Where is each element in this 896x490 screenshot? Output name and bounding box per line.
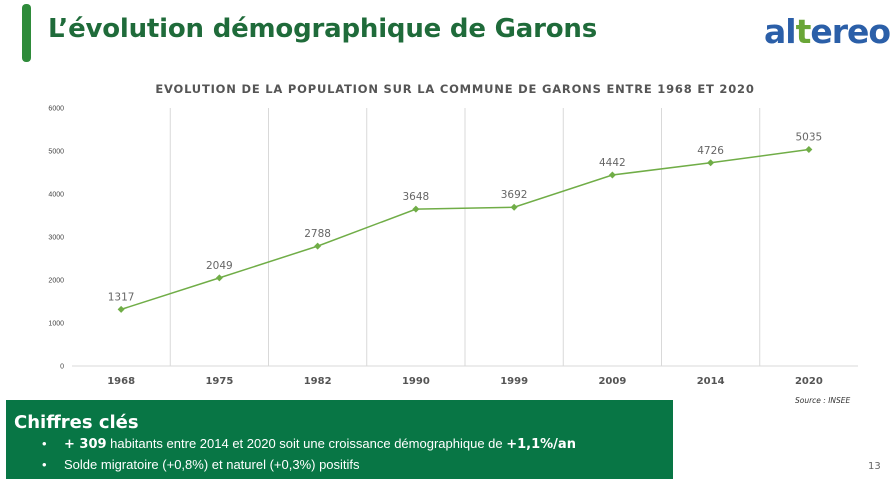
key-figure-text: habitants entre 2014 et 2020 soit une cr… [106, 436, 507, 451]
data-point [314, 242, 322, 250]
y-tick-label: 4000 [48, 192, 64, 199]
y-tick-label: 1000 [48, 321, 64, 328]
key-figure-item: Solde migratoire (+0,8%) et naturel (+0,… [42, 457, 576, 473]
data-point [805, 145, 813, 153]
chart-source: Source : INSEE [795, 396, 851, 405]
data-point [707, 159, 715, 167]
data-point [608, 171, 616, 179]
data-label: 3692 [501, 189, 528, 201]
data-label: 2049 [206, 260, 233, 272]
data-label: 3648 [403, 191, 430, 203]
chart-grid [72, 108, 858, 367]
logo-text-part2: ereo [810, 12, 891, 51]
key-figures-title: Chiffres clés [14, 412, 139, 433]
x-tick-label: 1990 [402, 376, 430, 387]
y-tick-label: 2000 [48, 278, 64, 285]
data-label: 2788 [304, 228, 331, 240]
key-figure-item: + 309 habitants entre 2014 et 2020 soit … [42, 436, 576, 453]
page-title: L’évolution démographique de Garons [48, 14, 597, 44]
key-figure-strong: +1,1%/an [506, 437, 576, 452]
data-label: 1317 [108, 291, 135, 303]
y-tick-label: 5000 [48, 149, 64, 156]
logo-text-part1: al [764, 12, 797, 51]
x-tick-label: 2014 [697, 376, 725, 387]
series-line [120, 148, 809, 311]
x-tick-label: 2020 [795, 376, 823, 387]
title-accent-bar [22, 4, 31, 62]
page-number: 13 [868, 461, 881, 472]
data-point [510, 203, 518, 211]
key-figure-text: Solde migratoire (+0,8%) et naturel (+0,… [64, 457, 360, 472]
data-point [412, 205, 420, 213]
x-tick-label: 1982 [304, 376, 332, 387]
x-tick-label: 1975 [205, 376, 233, 387]
x-tick-label: 2009 [598, 376, 626, 387]
altereo-logo: altereo [764, 12, 891, 51]
key-figure-strong: + 309 [64, 437, 107, 452]
chart-series [117, 145, 813, 313]
logo-text-highlight: t [795, 12, 812, 51]
y-tick-label: 3000 [48, 235, 64, 242]
x-axis: 1968 1975 1982 1990 1999 2009 2014 2020 [107, 376, 823, 387]
key-figures-box: Chiffres clés + 309 habitants entre 2014… [6, 400, 673, 479]
data-point [215, 274, 223, 282]
key-figures-list: + 309 habitants entre 2014 et 2020 soit … [42, 436, 576, 477]
data-label: 5035 [796, 131, 823, 143]
y-tick-label: 6000 [48, 106, 64, 113]
y-tick-label: 0 [60, 364, 64, 371]
x-tick-label: 1999 [500, 376, 528, 387]
y-axis: 0 1000 2000 3000 4000 5000 6000 [48, 106, 64, 371]
data-labels: 1317 2049 2788 3648 3692 4442 4726 5035 [108, 131, 822, 303]
data-label: 4442 [599, 157, 626, 169]
data-label: 4726 [697, 145, 724, 157]
data-point [117, 305, 125, 313]
chart-title: EVOLUTION DE LA POPULATION SUR LA COMMUN… [155, 82, 755, 96]
x-tick-label: 1968 [107, 376, 135, 387]
